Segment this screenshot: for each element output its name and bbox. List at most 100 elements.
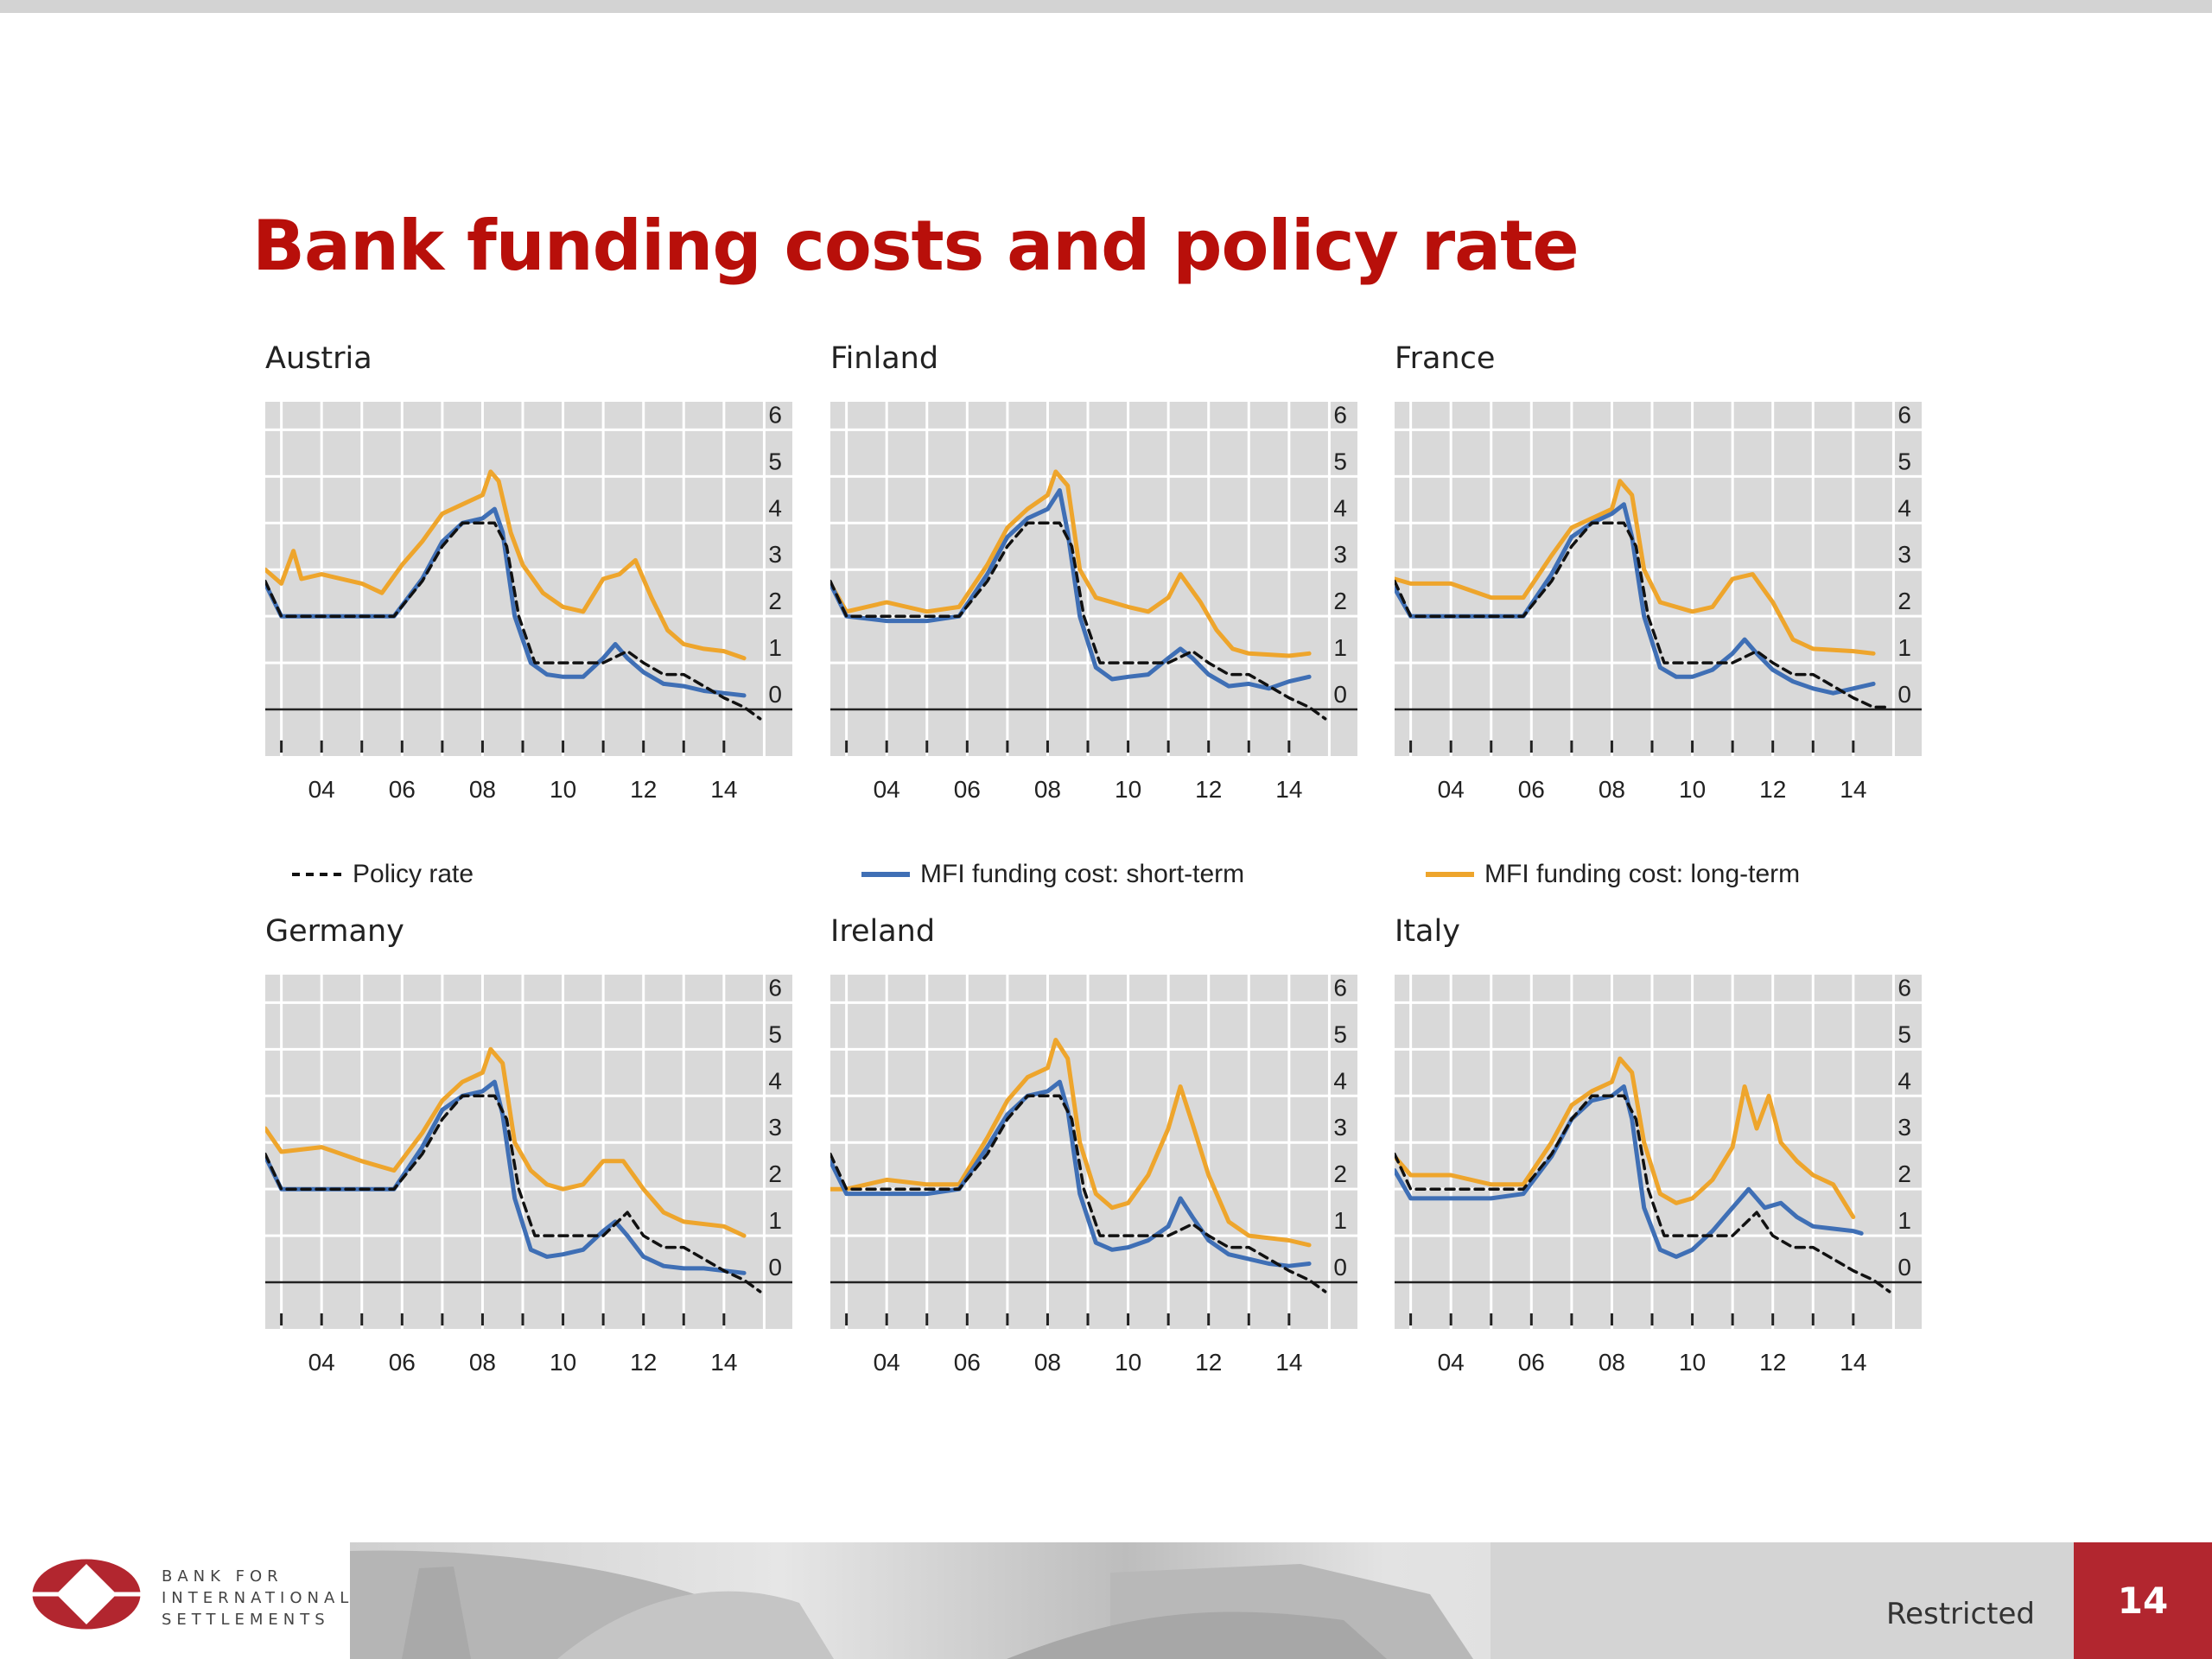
y-tick-label: 4: [1897, 494, 1911, 521]
y-tick-label: 5: [768, 448, 782, 474]
panel-title-ireland: Ireland: [830, 914, 936, 949]
y-tick-label: 6: [1333, 402, 1347, 428]
series-line-policy-rate: [830, 1094, 1327, 1294]
y-tick-label: 4: [1897, 1067, 1911, 1094]
x-tick-label: 06: [1518, 1349, 1545, 1376]
x-tick-label: 08: [469, 1349, 496, 1376]
y-tick-label: 0: [1897, 1254, 1911, 1281]
y-tick-label: 2: [1897, 1160, 1911, 1187]
x-tick-label: 06: [954, 1349, 981, 1376]
y-tick-label: 1: [1333, 634, 1347, 661]
series-line-long-term: [265, 1046, 747, 1238]
series-line-long-term: [265, 469, 747, 661]
bis-logo-text: BANK FOR INTERNATIONAL SETTLEMENTS: [162, 1566, 353, 1630]
x-tick-label: 10: [1115, 776, 1141, 803]
plot-background: [265, 402, 792, 756]
legend-label-short-term: MFI funding cost: short-term: [920, 860, 1245, 888]
series-line-policy-rate: [265, 521, 762, 721]
legend-label-long-term: MFI funding cost: long-term: [1484, 860, 1801, 888]
x-tick-label: 10: [1679, 1349, 1706, 1376]
y-tick-label: 4: [1333, 1067, 1347, 1094]
x-tick-label: 14: [1275, 776, 1302, 803]
x-tick-label: 12: [1759, 1349, 1786, 1376]
plot-background: [830, 402, 1357, 756]
logo-line-1: BANK FOR: [162, 1567, 283, 1586]
y-tick-label: 1: [1897, 634, 1911, 661]
legend-short-term: MFI funding cost: short-term: [861, 855, 1244, 893]
slide-title: Bank funding costs and policy rate: [252, 206, 1580, 286]
plot-background: [830, 975, 1357, 1329]
x-tick-label: 04: [308, 776, 335, 803]
y-tick-label: 6: [768, 975, 782, 1001]
x-tick-label: 14: [710, 1349, 737, 1376]
x-tick-label: 10: [1679, 776, 1706, 803]
footer-building-image: [350, 1542, 2074, 1659]
series-line-long-term: [1395, 1056, 1856, 1219]
plot-background: [265, 975, 792, 1329]
page-number: 14: [2074, 1542, 2212, 1659]
y-tick-label: 6: [1333, 975, 1347, 1001]
y-tick-label: 5: [1333, 448, 1347, 474]
y-tick-label: 3: [1333, 1114, 1347, 1141]
logo-line-2: INTERNATIONAL: [162, 1589, 354, 1607]
y-tick-label: 6: [1897, 975, 1911, 1001]
x-tick-label: 08: [1599, 1349, 1625, 1376]
legend-label-policy-rate: Policy rate: [353, 860, 474, 888]
legend-swatch-long-term: [1426, 872, 1474, 877]
y-tick-label: 5: [768, 1020, 782, 1047]
y-tick-label: 2: [1897, 588, 1911, 614]
y-tick-label: 5: [1897, 448, 1911, 474]
y-tick-label: 6: [768, 402, 782, 428]
classification-label: Restricted: [1886, 1597, 2036, 1631]
series-line-policy-rate: [830, 521, 1327, 721]
y-tick-label: 3: [1897, 1114, 1911, 1141]
y-tick-label: 3: [768, 1114, 782, 1141]
x-tick-label: 08: [1034, 1349, 1061, 1376]
legend-swatch-policy-rate: [292, 873, 342, 876]
bis-logo-icon: [30, 1556, 143, 1632]
x-tick-label: 12: [1195, 776, 1222, 803]
series-line-long-term: [830, 1038, 1312, 1248]
x-tick-label: 12: [630, 1349, 657, 1376]
plot-background: [1395, 975, 1922, 1329]
panel-title-france: France: [1395, 341, 1496, 376]
y-tick-label: 3: [1333, 541, 1347, 568]
x-tick-label: 12: [1195, 1349, 1222, 1376]
x-tick-label: 04: [874, 1349, 900, 1376]
legend-swatch-short-term: [861, 872, 910, 877]
y-tick-label: 5: [1897, 1020, 1911, 1047]
y-tick-label: 6: [1897, 402, 1911, 428]
legend-long-term: MFI funding cost: long-term: [1426, 855, 1800, 893]
y-tick-label: 2: [768, 588, 782, 614]
footer-building-graphic: [350, 1542, 2074, 1659]
x-tick-label: 12: [630, 776, 657, 803]
x-tick-label: 06: [389, 776, 416, 803]
series-line-policy-rate: [265, 1094, 762, 1294]
y-tick-label: 0: [1333, 1254, 1347, 1281]
x-tick-label: 04: [308, 1349, 335, 1376]
series-line-policy-rate: [1395, 1094, 1891, 1294]
x-tick-label: 06: [389, 1349, 416, 1376]
x-tick-label: 10: [550, 1349, 576, 1376]
y-tick-label: 3: [1897, 541, 1911, 568]
y-tick-label: 5: [1333, 1020, 1347, 1047]
y-tick-label: 0: [1333, 681, 1347, 708]
x-tick-label: 06: [1518, 776, 1545, 803]
x-tick-label: 04: [1438, 1349, 1465, 1376]
x-tick-label: 04: [874, 776, 900, 803]
y-tick-label: 2: [768, 1160, 782, 1187]
x-tick-label: 08: [1599, 776, 1625, 803]
panel-title-italy: Italy: [1395, 914, 1460, 949]
x-tick-label: 14: [1275, 1349, 1302, 1376]
x-tick-label: 10: [1115, 1349, 1141, 1376]
series-line-long-term: [1395, 479, 1876, 656]
series-line-policy-rate: [1395, 521, 1891, 709]
y-tick-label: 1: [768, 1207, 782, 1234]
panel-title-germany: Germany: [265, 914, 404, 949]
x-tick-label: 14: [1840, 1349, 1866, 1376]
y-tick-label: 0: [768, 681, 782, 708]
y-tick-label: 0: [1897, 681, 1911, 708]
